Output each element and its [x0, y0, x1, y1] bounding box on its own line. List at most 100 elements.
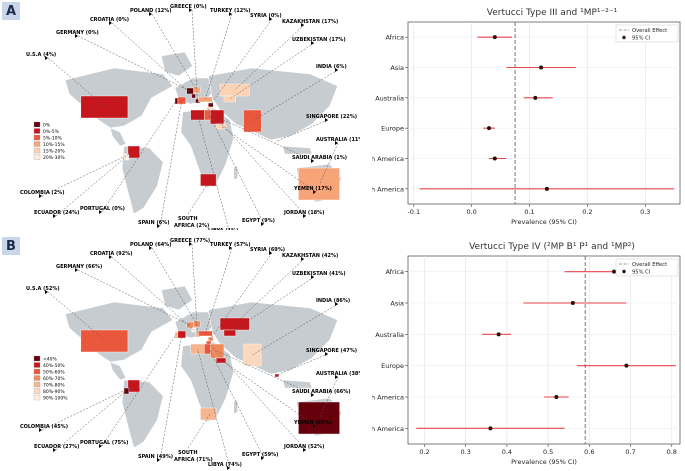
south-america-land: [121, 145, 164, 215]
legend-overall-label: Overall Effect: [632, 28, 667, 34]
map-label-colombia: COLOMBIA (45%): [20, 424, 68, 430]
leader-arrow-colombia: [39, 428, 42, 432]
x-tick-label: 0.5: [543, 448, 553, 456]
legend-swatch: [33, 388, 41, 394]
legend-swatch: [33, 394, 41, 401]
legend-label: 0%: [43, 123, 51, 129]
y-tick-label: Australia: [375, 94, 404, 102]
x-axis-label: Prevalence (95% CI): [511, 458, 577, 466]
greenland-land: [160, 285, 193, 311]
map-label-egypt: EGYPT (59%): [242, 452, 278, 458]
map-label-croatia: CROATIA (92%): [90, 251, 133, 257]
south-america-land: [121, 379, 164, 449]
legend-swatch: [33, 154, 41, 160]
legend-label: 5%-10%: [43, 136, 62, 142]
australia-shape: [298, 401, 340, 435]
leader-arrow-kazakhstan: [301, 257, 304, 261]
y-tick-label: Africa: [385, 34, 404, 42]
estimate-point: [492, 35, 497, 40]
leader-arrow-uzbekistan: [311, 275, 314, 279]
x-tick-label: 0.3: [461, 448, 471, 456]
estimate-point: [487, 126, 492, 131]
leader-line-jordan: [208, 342, 307, 451]
leader-line-libya: [197, 348, 231, 469]
leader-line-portugal: [101, 100, 177, 213]
leader-arrow-libya: [227, 466, 230, 470]
poland-shape: [193, 86, 201, 94]
chart-legend-box: [615, 258, 679, 277]
map-label-australia: AUSTRALIA (11%): [316, 137, 360, 143]
leader-line-uzbekistan: [229, 42, 315, 100]
portugal-shape: [174, 97, 179, 105]
leader-arrow-jordan: [303, 214, 306, 218]
panel-label-a: A: [2, 2, 20, 20]
y-tick-label: South America: [372, 185, 404, 193]
leader-line-usa: [47, 57, 105, 107]
usa-shape: [80, 329, 129, 353]
estimate-point: [496, 332, 501, 337]
plot-frame: [407, 21, 681, 205]
leader-arrow-yemen: [313, 424, 316, 428]
leader-line-poland: [151, 247, 197, 325]
leader-arrow-saudi: [311, 159, 314, 163]
estimate-point: [533, 95, 538, 100]
legend-label: 20%-30%: [43, 155, 65, 161]
leader-arrow-croatia: [109, 21, 112, 25]
map-label-uzbekistan: UZBEKISTAN (17%): [292, 37, 346, 43]
leader-arrow-ecuador: [53, 448, 56, 452]
leader-line-spain: [159, 99, 183, 227]
estimate-point: [539, 65, 544, 70]
leader-line-australia: [319, 142, 339, 184]
leader-line-greece: [191, 9, 198, 102]
forest-plot-type-iv: Vertucci Type IV (²MP B¹ P¹ and ¹MP²) 0.2…: [372, 242, 681, 466]
leader-arrow-usa: [45, 290, 48, 294]
y-tick-label: North America: [372, 155, 404, 163]
map-land-group: [64, 51, 342, 215]
map-label-south-africa-1: SOUTH: [178, 216, 198, 222]
x-tick-label: 0.1: [524, 208, 534, 216]
leader-arrow-singapore: [325, 352, 328, 356]
map-label-ecuador: ECUADOR (24%): [34, 210, 79, 216]
leader-arrow-india: [335, 68, 338, 72]
legend-swatch: [33, 375, 41, 381]
leader-line-turkey: [205, 247, 233, 334]
leader-line-saudi: [216, 350, 315, 396]
leader-line-yemen: [220, 125, 317, 193]
legend-label: 60%-70%: [43, 376, 65, 382]
map-label-saudi: SAUDI ARABIA (66%): [292, 389, 351, 395]
x-tick-label: 0.3: [640, 208, 650, 216]
map-label-india: INDIA (6%): [316, 64, 347, 70]
leader-arrow-usa: [45, 56, 48, 60]
leader-line-colombia: [41, 385, 134, 431]
x-tick-label: 0.2: [582, 208, 592, 216]
leader-arrow-india: [335, 302, 338, 306]
yemen-shape: [215, 123, 227, 130]
map-legend: 0%0%-5%5%-10%10%-15%15%-20%20%-30%: [33, 121, 65, 161]
leader-line-croatia: [111, 22, 194, 97]
leader-arrow-spain: [157, 458, 160, 462]
map-label-egypt: EGYPT (9%): [242, 218, 275, 224]
usa-shape: [80, 95, 129, 119]
legend-swatch: [33, 121, 41, 128]
poland-shape: [193, 320, 201, 328]
map-label-portugal: PORTUGAL (0%): [80, 206, 125, 212]
leader-line-kazakhstan: [234, 24, 305, 91]
leader-line-colombia: [41, 151, 134, 197]
map-label-colombia: COLOMBIA (2%): [20, 190, 65, 196]
singapore-shape: [274, 373, 280, 378]
syria-shape: [208, 102, 214, 108]
map-label-uzbekistan: UZBEKISTAN (41%): [292, 271, 346, 277]
y-tick-label: Australia: [375, 331, 404, 339]
map-label-kazakhstan: KAZAKHSTAN (17%): [282, 19, 338, 25]
map-label-spain: SPAIN (6%): [138, 220, 170, 226]
leader-line-yemen: [220, 359, 317, 427]
madagascar-land: [233, 165, 238, 181]
singapore-shape: [274, 139, 280, 144]
map-label-australia: AUSTRALIA (38%): [316, 371, 360, 377]
panel-label-b: B: [2, 237, 20, 255]
leader-arrow-croatia: [109, 255, 112, 259]
leader-line-australia: [319, 376, 339, 418]
map-label-portugal: PORTUGAL (75%): [80, 440, 128, 446]
map-label-turkey: TURKEY (12%): [210, 8, 251, 14]
leader-arrow-egypt: [261, 222, 264, 226]
